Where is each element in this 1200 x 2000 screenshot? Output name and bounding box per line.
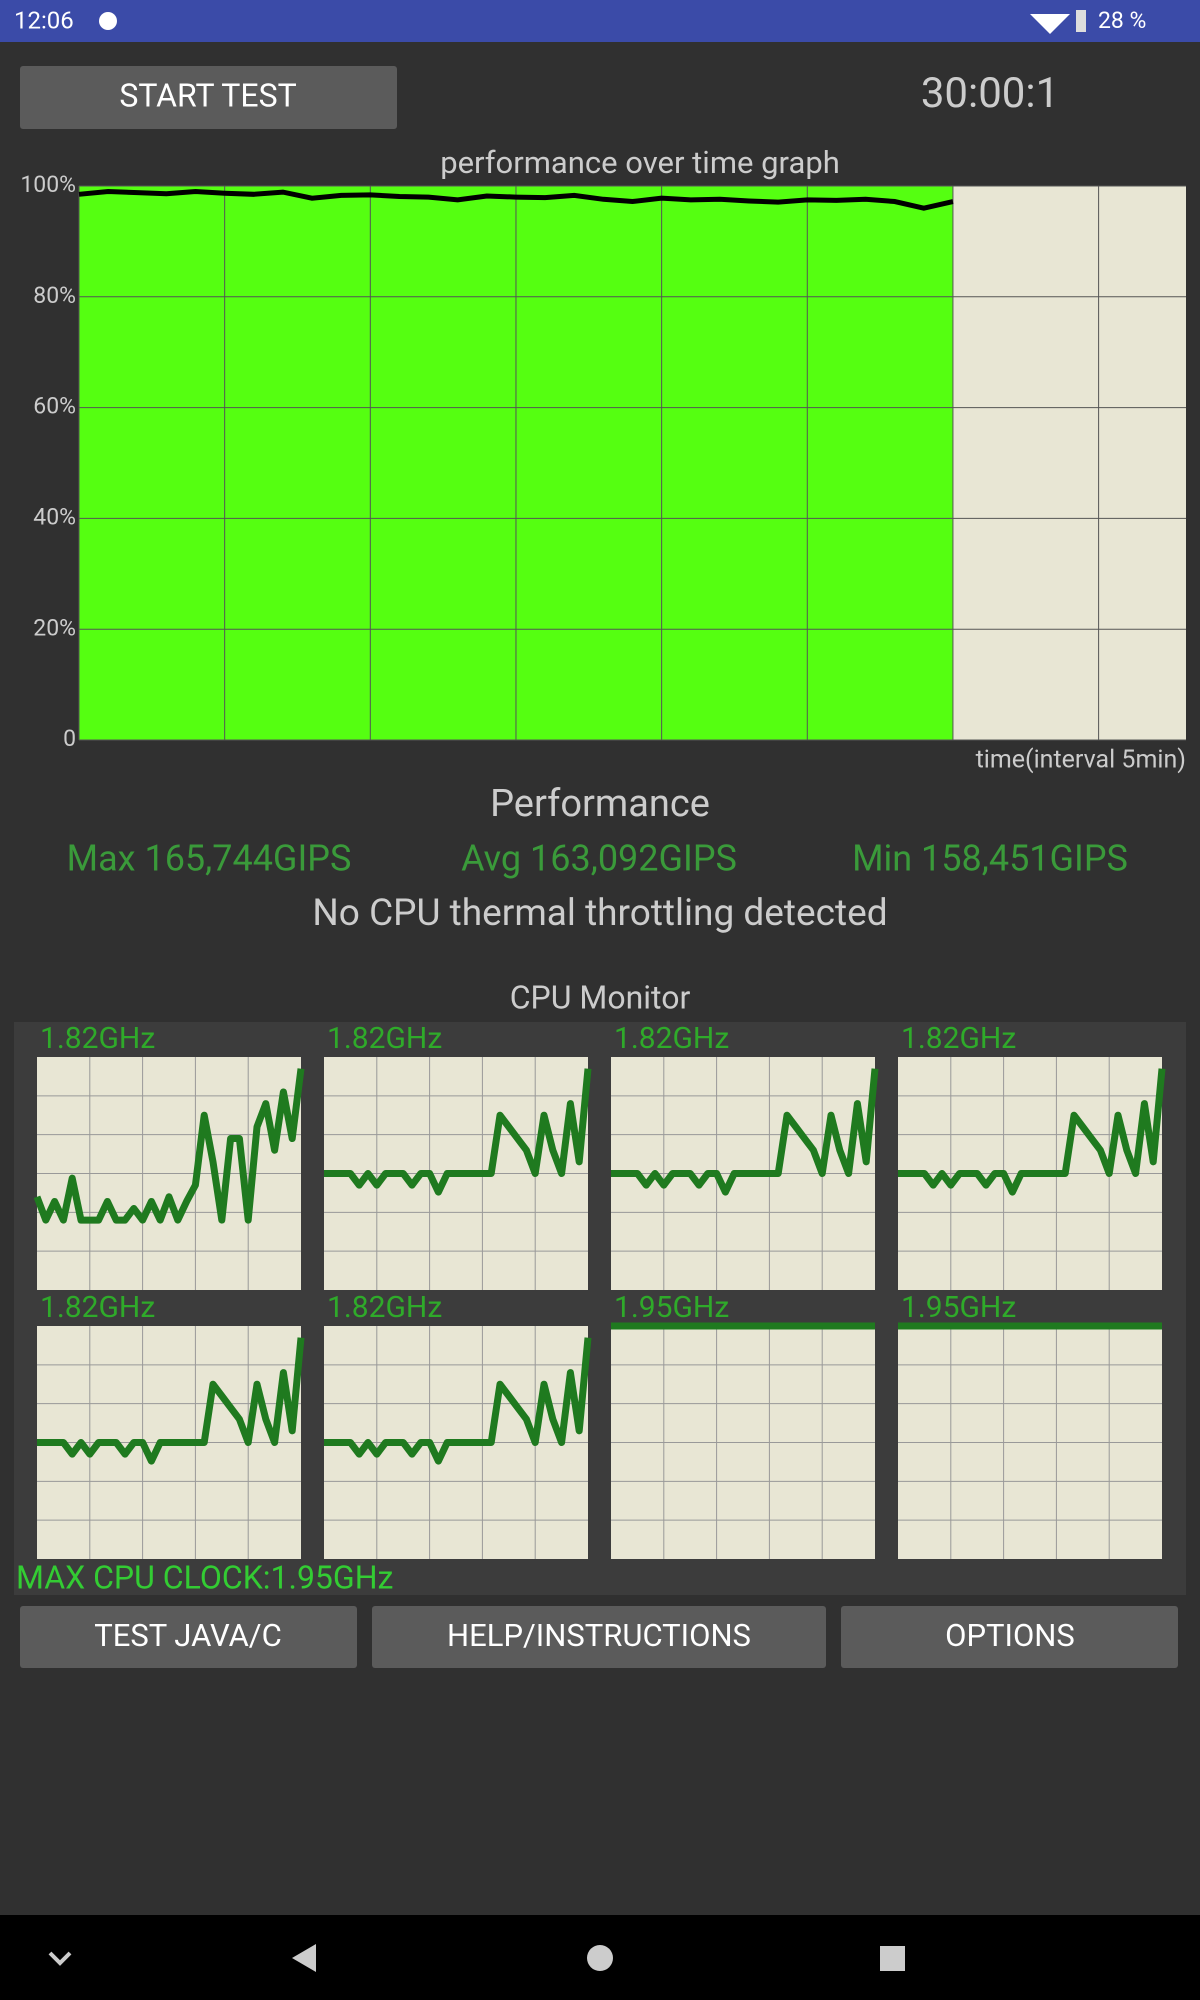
status-time: 12:06: [14, 6, 74, 34]
wifi-icon: [1030, 14, 1070, 34]
performance-plot: 0 20% 40% 60% 80% 100%: [20, 171, 1186, 752]
cpu-frequency: 1.82GHz: [901, 1021, 1016, 1056]
chart-title: performance over time graph: [440, 144, 840, 181]
button-label[interactable]: TEST JAVA/C: [94, 1617, 282, 1654]
throttling-status: No CPU thermal throttling detected: [312, 892, 887, 935]
nav-back[interactable]: [292, 1944, 316, 1972]
settings-icon: [99, 12, 117, 30]
button-label[interactable]: OPTIONS: [945, 1617, 1075, 1654]
button[interactable]: [20, 1606, 357, 1668]
cpu-line: [611, 1068, 879, 1196]
nav-hide[interactable]: [48, 1951, 72, 1966]
start-button-label[interactable]: START TEST: [119, 76, 296, 114]
button-label[interactable]: HELP/INSTRUCTIONS: [447, 1617, 751, 1654]
cpu-monitor-title: CPU Monitor: [510, 978, 691, 1016]
y-tick-label: 40%: [33, 503, 76, 530]
max-cpu-clock: MAX CPU CLOCK:1.95GHz: [16, 1558, 393, 1596]
cpu-frequency: 1.82GHz: [614, 1021, 729, 1056]
y-tick-label: 60%: [33, 393, 76, 420]
cpu-line: [324, 1068, 592, 1196]
y-tick-label: 20%: [33, 614, 76, 641]
battery-icon: [1076, 10, 1086, 32]
min-stat: Min 158,451GIPS: [852, 838, 1128, 880]
cpu-frequency: 1.82GHz: [40, 1290, 155, 1325]
cpu-frequency: 1.82GHz: [327, 1021, 442, 1056]
status-bar: [0, 0, 1200, 42]
x-axis-label: time(interval 5min): [976, 746, 1186, 775]
cpu-line: [33, 1068, 305, 1224]
y-tick-label: 80%: [33, 282, 76, 309]
button[interactable]: [841, 1606, 1178, 1668]
timer: 30:00:1: [921, 69, 1059, 118]
button[interactable]: [372, 1606, 826, 1668]
cpu-line: [898, 1068, 1166, 1196]
cpu-line: [37, 1337, 305, 1465]
max-stat: Max 165,744GIPS: [67, 838, 352, 880]
start-button[interactable]: [20, 66, 397, 129]
cpu-charts: 1.82GHz 1.82GHz 1.82GHz 1.82GHz 1.82GHz 1.82G…: [33, 1021, 1166, 1559]
battery-level: 28 %: [1098, 7, 1146, 34]
cpu-line: [324, 1337, 592, 1465]
cpu-frequency: 1.82GHz: [327, 1290, 442, 1325]
cpu-frequency: 1.82GHz: [40, 1021, 155, 1056]
nav-recents[interactable]: [880, 1946, 905, 1971]
y-tick-label: 0: [63, 725, 76, 752]
performance-line: [78, 189, 954, 211]
nav-home[interactable]: [587, 1945, 613, 1971]
y-tick-label: 100%: [20, 171, 76, 198]
avg-stat: Avg 163,092GIPS: [461, 838, 737, 880]
performance-title: Performance: [490, 782, 710, 826]
cpu-frequency: 1.95GHz: [901, 1290, 1016, 1325]
cpu-frequency: 1.95GHz: [614, 1290, 729, 1325]
